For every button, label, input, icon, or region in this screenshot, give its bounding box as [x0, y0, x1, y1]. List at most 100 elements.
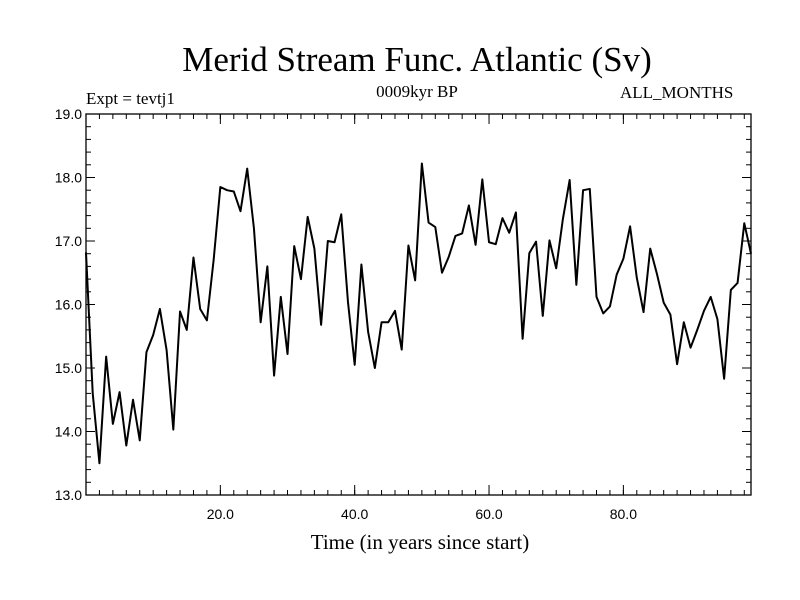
data-point: [145, 351, 147, 353]
data-point: [414, 279, 416, 281]
data-point: [690, 347, 692, 349]
data-point: [132, 399, 134, 401]
data-point: [448, 256, 450, 258]
months-label: ALL_MONTHS: [620, 83, 734, 102]
data-point: [649, 248, 651, 250]
data-point: [85, 251, 87, 253]
data-point: [119, 391, 121, 393]
data-point: [300, 278, 302, 280]
data-point: [683, 321, 685, 323]
data-point: [307, 216, 309, 218]
axis-ticks: [86, 113, 751, 496]
data-point: [92, 392, 94, 394]
data-point: [347, 301, 349, 303]
data-point: [139, 439, 141, 441]
data-point: [360, 263, 362, 265]
experiment-label: Expt = tevtj1: [86, 89, 175, 108]
x-tick-label: 40.0: [341, 506, 368, 522]
data-point: [239, 210, 241, 212]
x-axis-label: Time (in years since start): [310, 530, 530, 554]
data-point: [622, 258, 624, 260]
data-point: [589, 188, 591, 190]
data-point: [501, 217, 503, 219]
data-point: [213, 259, 215, 261]
data-point: [602, 312, 604, 314]
data-point: [179, 310, 181, 312]
tick-labels: 13.0 14.0 15.0 16.0 17.0 18.0 19.0 20.0 40.0 60.0…: [55, 106, 637, 522]
data-point: [582, 189, 584, 191]
data-point: [535, 241, 537, 243]
data-point: [441, 272, 443, 274]
x-tick-label: 80.0: [610, 506, 637, 522]
data-point: [367, 331, 369, 333]
data-point: [515, 211, 517, 213]
y-tick-label: 18.0: [55, 170, 82, 186]
data-point: [293, 245, 295, 247]
data-point: [569, 179, 571, 181]
data-point: [374, 367, 376, 369]
y-tick-label: 15.0: [55, 360, 82, 376]
data-point: [481, 178, 483, 180]
data-point: [260, 321, 262, 323]
data-point: [219, 186, 221, 188]
y-tick-label: 19.0: [55, 106, 82, 122]
data-point: [562, 218, 564, 220]
data-point: [696, 329, 698, 331]
data-point: [454, 235, 456, 237]
data-point: [266, 265, 268, 267]
y-tick-label: 13.0: [55, 487, 82, 503]
data-point: [327, 240, 329, 242]
data-point: [555, 267, 557, 269]
data-point: [199, 308, 201, 310]
data-point: [703, 310, 705, 312]
data-point: [743, 222, 745, 224]
plot-frame: [85, 113, 752, 496]
data-point: [676, 363, 678, 365]
data-point: [542, 315, 544, 317]
data-point: [273, 375, 275, 377]
data-point: [461, 232, 463, 234]
data-point: [152, 334, 154, 336]
y-tick-label: 14.0: [55, 424, 82, 440]
data-point: [394, 310, 396, 312]
y-tick-label: 17.0: [55, 233, 82, 249]
chart-title: Merid Stream Func. Atlantic (Sv): [182, 40, 652, 79]
data-point: [233, 190, 235, 192]
data-point: [596, 296, 598, 298]
data-point: [723, 378, 725, 380]
data-point: [340, 213, 342, 215]
data-point: [381, 321, 383, 323]
data-point: [730, 289, 732, 291]
data-point: [159, 308, 161, 310]
data-point: [616, 274, 618, 276]
data-point: [105, 356, 107, 358]
data-point: [716, 318, 718, 320]
chart-subtitle: 0009kyr BP: [376, 82, 458, 101]
data-point: [636, 277, 638, 279]
data-point: [508, 232, 510, 234]
data-point: [401, 349, 403, 351]
data-point: [192, 257, 194, 259]
data-point: [488, 241, 490, 243]
data-point: [575, 284, 577, 286]
x-tick-label: 20.0: [207, 506, 234, 522]
data-point: [206, 319, 208, 321]
data-point: [287, 353, 289, 355]
data-point: [710, 296, 712, 298]
data-point: [387, 321, 389, 323]
data-point: [226, 189, 228, 191]
data-point: [475, 244, 477, 246]
data-point: [548, 239, 550, 241]
data-point: [656, 273, 658, 275]
data-point: [643, 311, 645, 313]
data-point: [468, 204, 470, 206]
data-point: [125, 444, 127, 446]
data-point: [320, 324, 322, 326]
data-point: [172, 429, 174, 431]
data-point: [663, 302, 665, 304]
data-point: [313, 248, 315, 250]
data-point: [522, 338, 524, 340]
data-point: [750, 253, 752, 255]
series-layer: [85, 162, 752, 465]
